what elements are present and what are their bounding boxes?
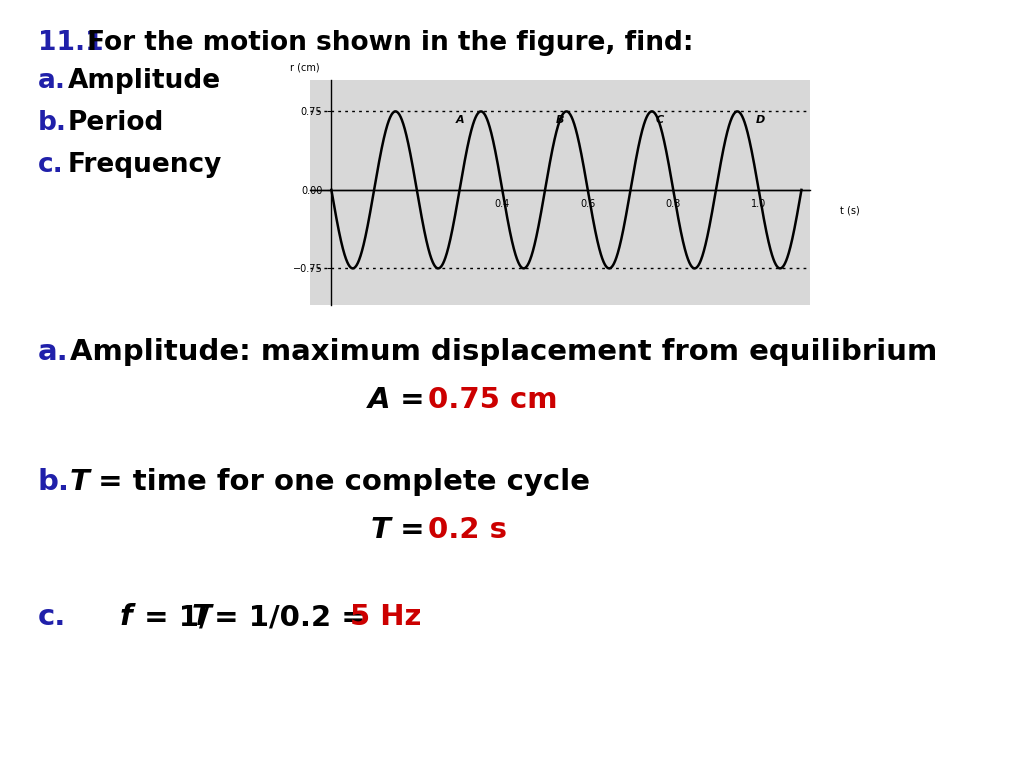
Text: c.: c. <box>38 152 63 178</box>
Text: = 1/: = 1/ <box>134 603 210 631</box>
Text: f: f <box>120 603 133 631</box>
Text: 5 Hz: 5 Hz <box>350 603 421 631</box>
Text: 0.2 s: 0.2 s <box>428 516 507 544</box>
Text: T: T <box>193 603 212 631</box>
Text: T: T <box>370 516 390 544</box>
Text: Amplitude: maximum displacement from equilibrium: Amplitude: maximum displacement from equ… <box>70 338 937 366</box>
Text: =: = <box>390 386 435 414</box>
Text: Frequency: Frequency <box>68 152 222 178</box>
Text: A: A <box>456 115 464 125</box>
Text: r (cm): r (cm) <box>290 62 319 72</box>
Text: t (s): t (s) <box>840 206 860 216</box>
Text: 0.75 cm: 0.75 cm <box>428 386 557 414</box>
Text: = time for one complete cycle: = time for one complete cycle <box>88 468 590 496</box>
Text: = 1/0.2 =: = 1/0.2 = <box>204 603 376 631</box>
Text: =: = <box>390 516 435 544</box>
Text: Period: Period <box>68 110 165 136</box>
Text: a.: a. <box>38 68 66 94</box>
Text: Amplitude: Amplitude <box>68 68 221 94</box>
Text: D: D <box>756 115 765 125</box>
Text: a.: a. <box>38 338 69 366</box>
Text: A: A <box>368 386 390 414</box>
Text: b.: b. <box>38 468 70 496</box>
Text: T: T <box>70 468 90 496</box>
Text: c.: c. <box>38 603 67 631</box>
Text: b.: b. <box>38 110 67 136</box>
Text: B: B <box>556 115 564 125</box>
Text: 11.1: 11.1 <box>38 30 103 56</box>
Text: C: C <box>656 115 664 125</box>
Text: For the motion shown in the figure, find:: For the motion shown in the figure, find… <box>78 30 693 56</box>
